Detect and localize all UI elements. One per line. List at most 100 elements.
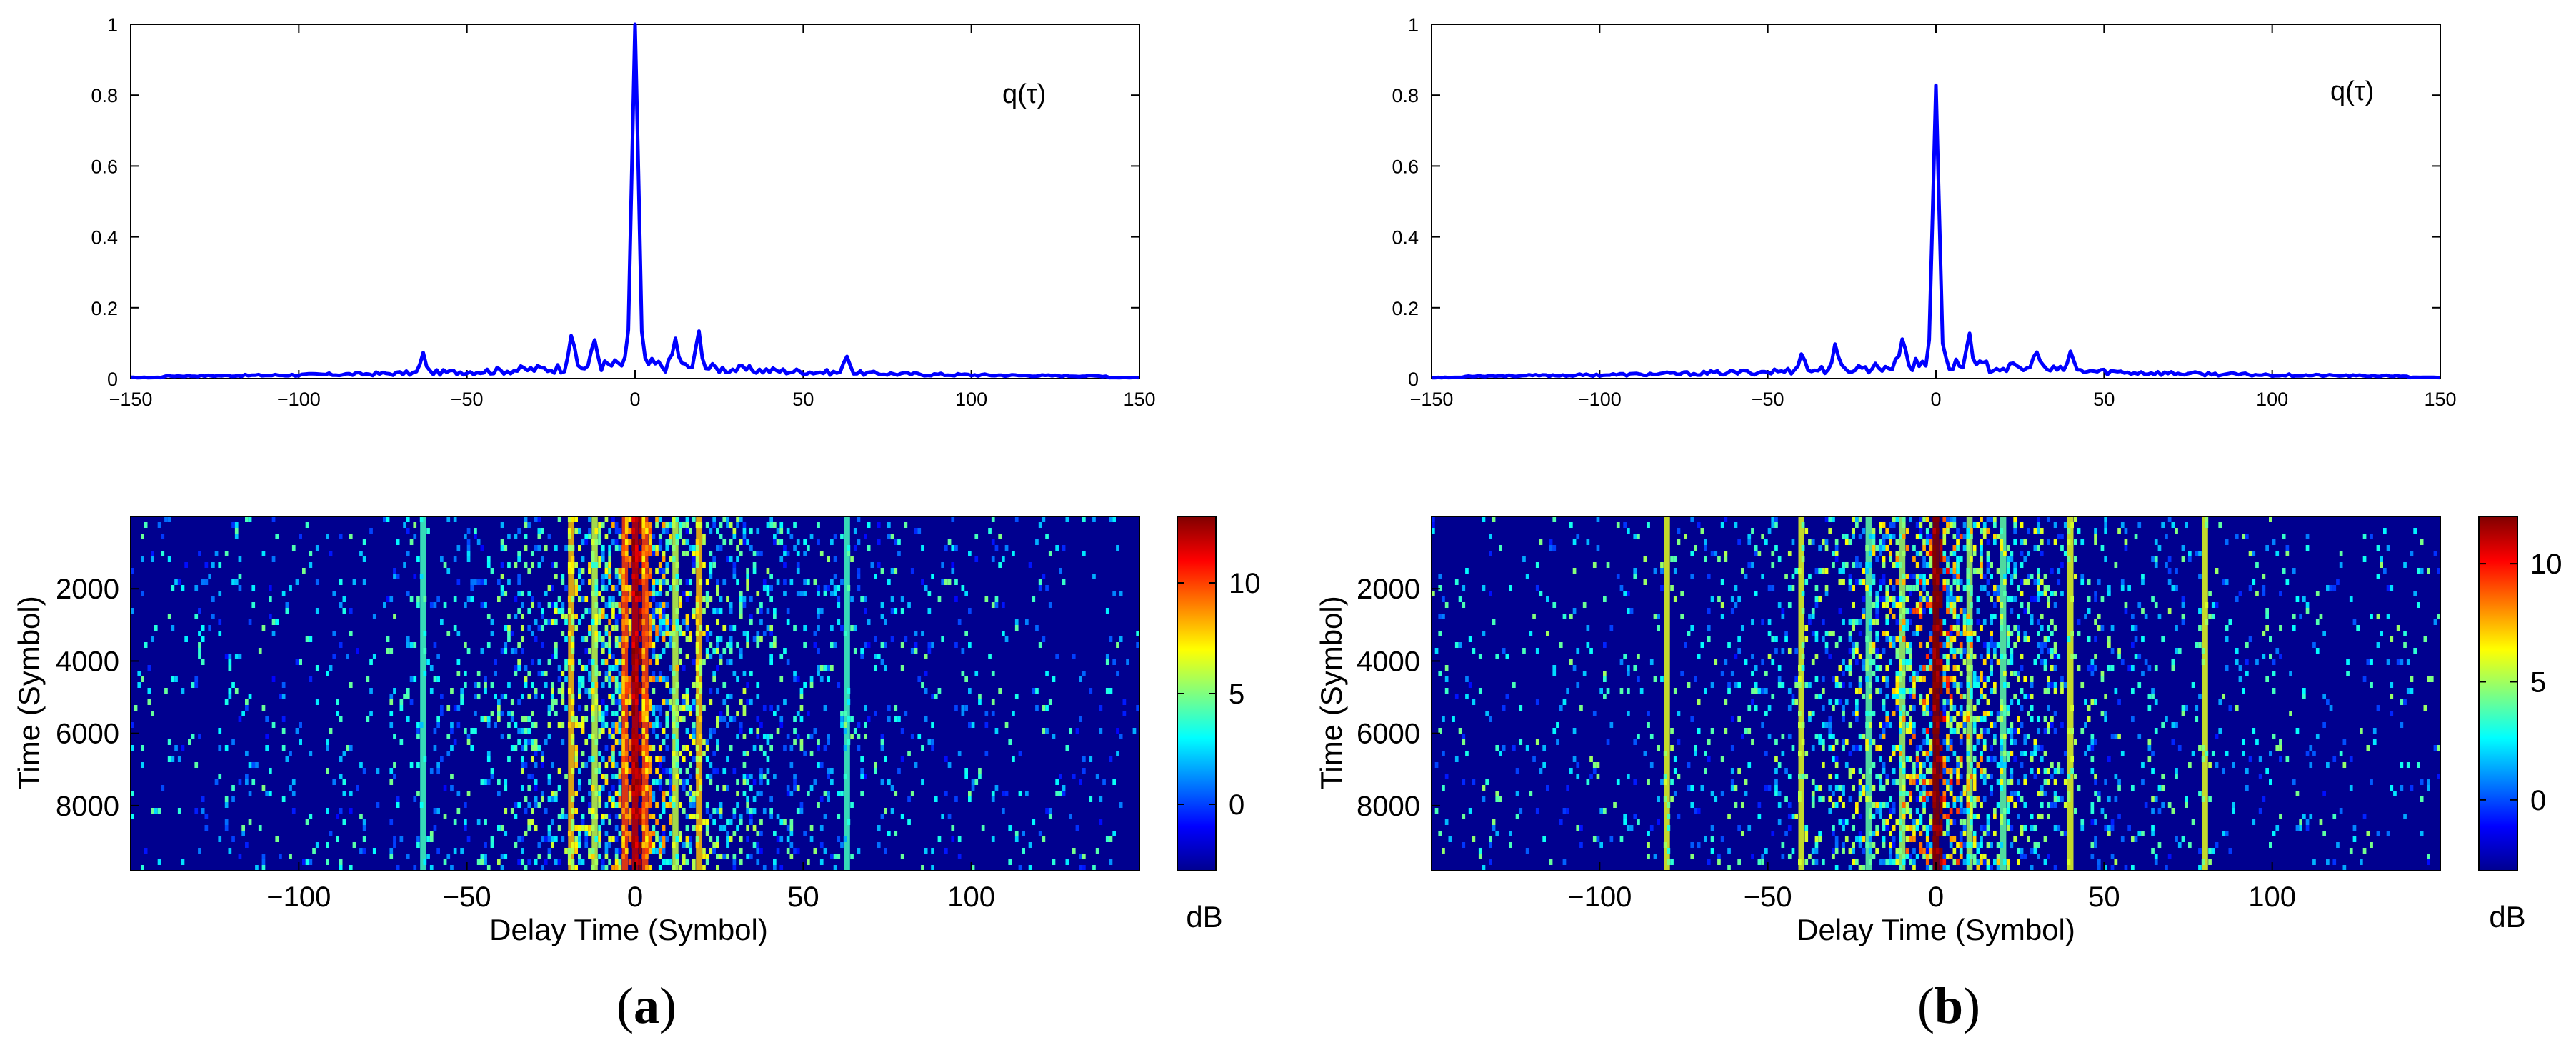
heatmap-cell (756, 842, 760, 848)
heatmap-cell (793, 716, 797, 722)
heatmap-cell (507, 534, 511, 539)
heatmap-column (420, 516, 426, 871)
heatmap-cell (1828, 631, 1832, 636)
heatmap-column (2000, 516, 2007, 871)
x-tick-label: −50 (451, 389, 484, 410)
heatmap-cell (1970, 762, 1973, 768)
heatmap-cell (1915, 825, 1919, 831)
heatmap-cell (695, 545, 699, 551)
heatmap-cell (1990, 791, 1993, 796)
heatmap-cell (484, 602, 487, 608)
heatmap-cell (1946, 631, 1950, 636)
heatmap-cell (554, 619, 558, 625)
heatmap-cell (1852, 814, 1855, 819)
heatmap-cell (484, 676, 487, 682)
heatmap-cell (1946, 562, 1950, 568)
heatmap-cell (446, 854, 451, 859)
heatmap-cell (527, 671, 531, 676)
heatmap-cell (591, 734, 595, 739)
heatmap-cell (662, 728, 666, 734)
heatmap-cell (874, 654, 877, 659)
heatmap-cell (1764, 848, 1768, 854)
heatmap-cell (406, 854, 410, 859)
heatmap-cell (1966, 619, 1970, 625)
heatmap-cell (857, 585, 861, 591)
heatmap-cell (672, 796, 676, 802)
heatmap-cell (675, 739, 679, 745)
heatmap-cell (1879, 859, 1882, 865)
heatmap-cell (490, 631, 494, 636)
heatmap-cell (1980, 716, 1983, 722)
heatmap-cell (722, 825, 727, 831)
heatmap-cell (154, 625, 158, 631)
heatmap-cell (476, 819, 481, 825)
heatmap-cell (1879, 654, 1882, 659)
heatmap-cell (429, 665, 434, 671)
heatmap-cell (601, 659, 605, 665)
heatmap-cell (547, 734, 551, 739)
heatmap-cell (1952, 516, 1957, 522)
heatmap-cell (608, 596, 611, 602)
heatmap-cell (957, 836, 962, 842)
heatmap-cell (927, 608, 932, 614)
heatmap-cell (947, 539, 952, 545)
heatmap-cell (1946, 642, 1950, 648)
heatmap-cell (598, 671, 601, 676)
heatmap-cell (517, 728, 521, 734)
heatmap-cell (464, 728, 467, 734)
heatmap-cell (1764, 751, 1768, 756)
heatmap-cell (1912, 682, 1916, 688)
heatmap-cell (1966, 665, 1970, 671)
heatmap-cell (1862, 596, 1866, 602)
heatmap-cell (194, 682, 199, 688)
heatmap-cell (1932, 608, 1936, 614)
y-tick-label: 1 (107, 14, 118, 36)
heatmap-cell (1670, 585, 1674, 591)
heatmap-cell (679, 602, 682, 608)
heatmap-cell (665, 602, 669, 608)
heatmap-cell (665, 539, 669, 545)
heatmap-cell (1771, 516, 1775, 522)
heatmap-cell (1832, 831, 1835, 836)
heatmap-cell (1925, 854, 1929, 859)
heatmap-cell (1895, 676, 1899, 682)
heatmap-cell (608, 568, 611, 574)
heatmap-cell (1902, 522, 1906, 528)
heatmap-cell (2020, 539, 2024, 545)
line-plot-b-axes (1431, 24, 2441, 379)
heatmap-cell (1980, 688, 1983, 694)
heatmap-cell (1828, 699, 1832, 705)
heatmap-cell (608, 619, 611, 625)
heatmap-cell (1126, 659, 1129, 665)
heatmap-cell (1667, 802, 1671, 808)
heatmap-cell (1569, 522, 1573, 528)
heatmap-cell (641, 728, 646, 734)
heatmap-cell (1764, 785, 1768, 791)
heatmap-cell (1798, 859, 1802, 865)
heatmap-cell (1875, 636, 1879, 642)
heatmap-cell (517, 579, 521, 585)
heatmap-cell (2017, 631, 2020, 636)
heatmap-cell (1852, 654, 1855, 659)
heatmap-cell (1852, 602, 1855, 608)
heatmap-cell (1522, 648, 1526, 654)
heatmap-cell (1438, 574, 1442, 579)
heatmap-cell (1454, 694, 1459, 699)
heatmap-cell (1942, 642, 1947, 648)
heatmap-cell (1909, 739, 1912, 745)
heatmap-cell (1794, 682, 1798, 688)
heatmap-cell (638, 608, 642, 614)
heatmap-cell (679, 836, 682, 842)
heatmap-cell (1909, 585, 1912, 591)
heatmap-cell (1116, 728, 1119, 734)
heatmap-cell (305, 819, 309, 825)
heatmap-cell (1754, 545, 1758, 551)
heatmap-cell (669, 779, 672, 785)
heatmap-cell (376, 768, 380, 774)
heatmap-cell (924, 585, 928, 591)
heatmap-cell (1922, 796, 1926, 802)
heatmap-cell (547, 831, 551, 836)
heatmap-cell (608, 636, 611, 642)
heatmap-cell (618, 694, 622, 699)
heatmap-cell (1949, 596, 1953, 602)
